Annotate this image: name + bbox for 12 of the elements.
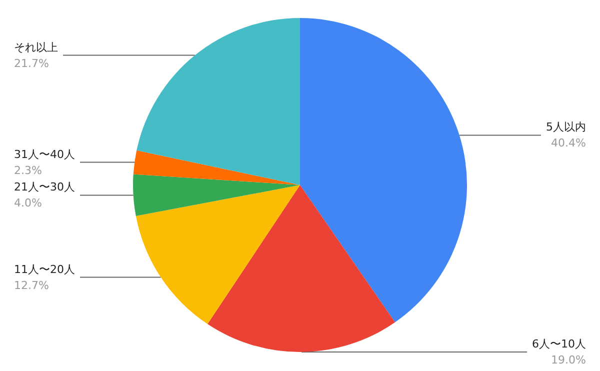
data-label: 40.4% (551, 136, 586, 150)
data-label: 2.3% (14, 164, 42, 177)
slice-label: 11人〜20人 (14, 262, 75, 276)
slice-label: 21人〜30人 (14, 180, 75, 194)
data-label: 12.7% (14, 278, 49, 292)
slice-label: それ以上 (14, 40, 58, 54)
data-label: 21.7% (14, 56, 49, 70)
data-label: 19.0% (551, 353, 586, 366)
slice-label: 6人〜10人 (532, 337, 586, 350)
slice-label: 5人以内 (546, 120, 586, 134)
slice-label: 31人〜40人 (14, 148, 75, 161)
data-label: 4.0% (14, 196, 42, 210)
